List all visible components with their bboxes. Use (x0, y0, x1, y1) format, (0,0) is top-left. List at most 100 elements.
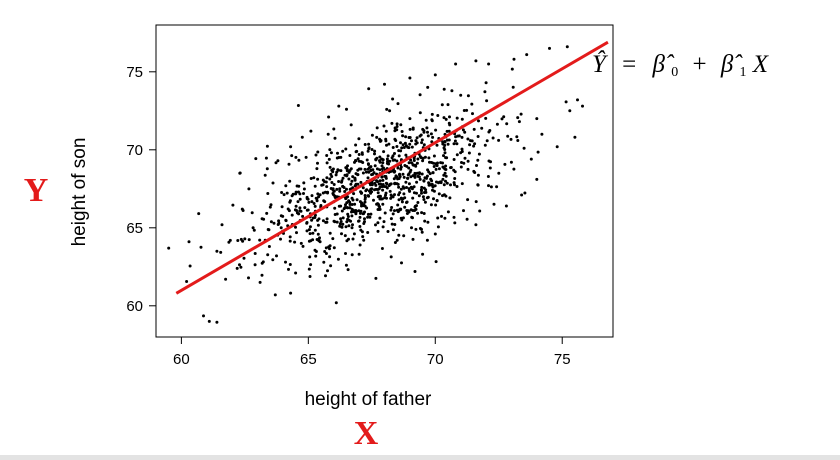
data-point (188, 264, 192, 268)
data-point (350, 253, 354, 257)
data-point (287, 267, 290, 271)
data-point (502, 115, 506, 119)
data-point (434, 167, 438, 171)
data-point (266, 253, 270, 257)
data-point (395, 145, 399, 148)
data-point (345, 187, 348, 191)
data-point (446, 142, 450, 146)
data-point (417, 172, 421, 176)
data-point (365, 188, 369, 192)
data-point (399, 167, 403, 171)
data-point (485, 139, 489, 143)
data-point (505, 122, 509, 126)
data-point (529, 157, 533, 161)
data-point (348, 169, 352, 172)
data-point (395, 125, 399, 128)
data-point (422, 198, 426, 201)
data-point (339, 204, 343, 208)
data-point (215, 320, 219, 324)
data-point (362, 203, 366, 207)
data-point (358, 211, 362, 215)
data-point (564, 100, 568, 104)
data-point (293, 240, 297, 244)
data-point (412, 185, 416, 189)
data-point (236, 239, 240, 242)
data-point (418, 177, 422, 181)
data-point (555, 145, 559, 149)
data-point (350, 226, 354, 230)
data-point (362, 238, 366, 242)
data-point (258, 238, 262, 242)
y-variable-label: Y (24, 172, 49, 209)
data-point (418, 227, 422, 230)
data-point (231, 203, 235, 207)
data-point (409, 168, 413, 172)
data-point (428, 160, 431, 164)
data-point (294, 225, 297, 229)
data-point (497, 138, 501, 142)
data-point (387, 142, 391, 146)
data-point (408, 142, 412, 146)
data-point (420, 172, 424, 176)
data-point (380, 167, 384, 171)
data-point (413, 270, 417, 273)
data-point (368, 215, 372, 219)
data-point (420, 191, 423, 195)
data-point (410, 215, 414, 219)
data-point (442, 116, 446, 120)
data-point (378, 216, 382, 220)
data-point (447, 129, 451, 133)
data-point (466, 94, 470, 98)
data-point (243, 237, 247, 241)
data-point (228, 238, 232, 242)
data-point (336, 151, 339, 155)
data-point (396, 203, 400, 207)
data-point (453, 221, 457, 225)
data-point (398, 175, 402, 179)
data-point (393, 193, 396, 197)
data-point (360, 152, 364, 156)
data-point (401, 134, 405, 138)
data-point (331, 192, 335, 195)
data-point (402, 175, 406, 179)
data-point (411, 209, 415, 212)
data-point (418, 93, 422, 97)
data-point (336, 168, 340, 172)
data-point (391, 146, 395, 149)
data-point (535, 117, 539, 121)
data-point (271, 181, 275, 185)
data-point (540, 132, 544, 136)
data-point (455, 116, 459, 120)
data-point (247, 276, 250, 280)
data-point (342, 207, 346, 211)
data-point (433, 232, 437, 236)
x-tick-label: 70 (427, 351, 444, 368)
data-point (354, 143, 358, 147)
data-point (335, 170, 339, 174)
data-point (358, 215, 362, 219)
data-point (420, 185, 424, 189)
data-point (366, 215, 370, 219)
data-point (298, 197, 302, 201)
data-point (347, 177, 351, 181)
data-point (405, 186, 408, 189)
data-point (476, 173, 480, 177)
data-point (269, 203, 273, 207)
data-point (273, 293, 277, 297)
data-point (462, 109, 466, 112)
data-point (384, 139, 388, 143)
data-point (388, 189, 392, 193)
data-point (388, 159, 392, 163)
data-point (463, 156, 467, 160)
data-point (318, 236, 321, 240)
data-point (385, 161, 389, 165)
data-point (309, 177, 313, 180)
data-point (361, 235, 365, 239)
data-point (297, 184, 301, 188)
data-point (400, 130, 404, 133)
data-point (288, 179, 292, 183)
data-point (295, 211, 299, 215)
data-point (429, 203, 433, 207)
data-point (354, 184, 357, 187)
data-point (381, 161, 385, 165)
